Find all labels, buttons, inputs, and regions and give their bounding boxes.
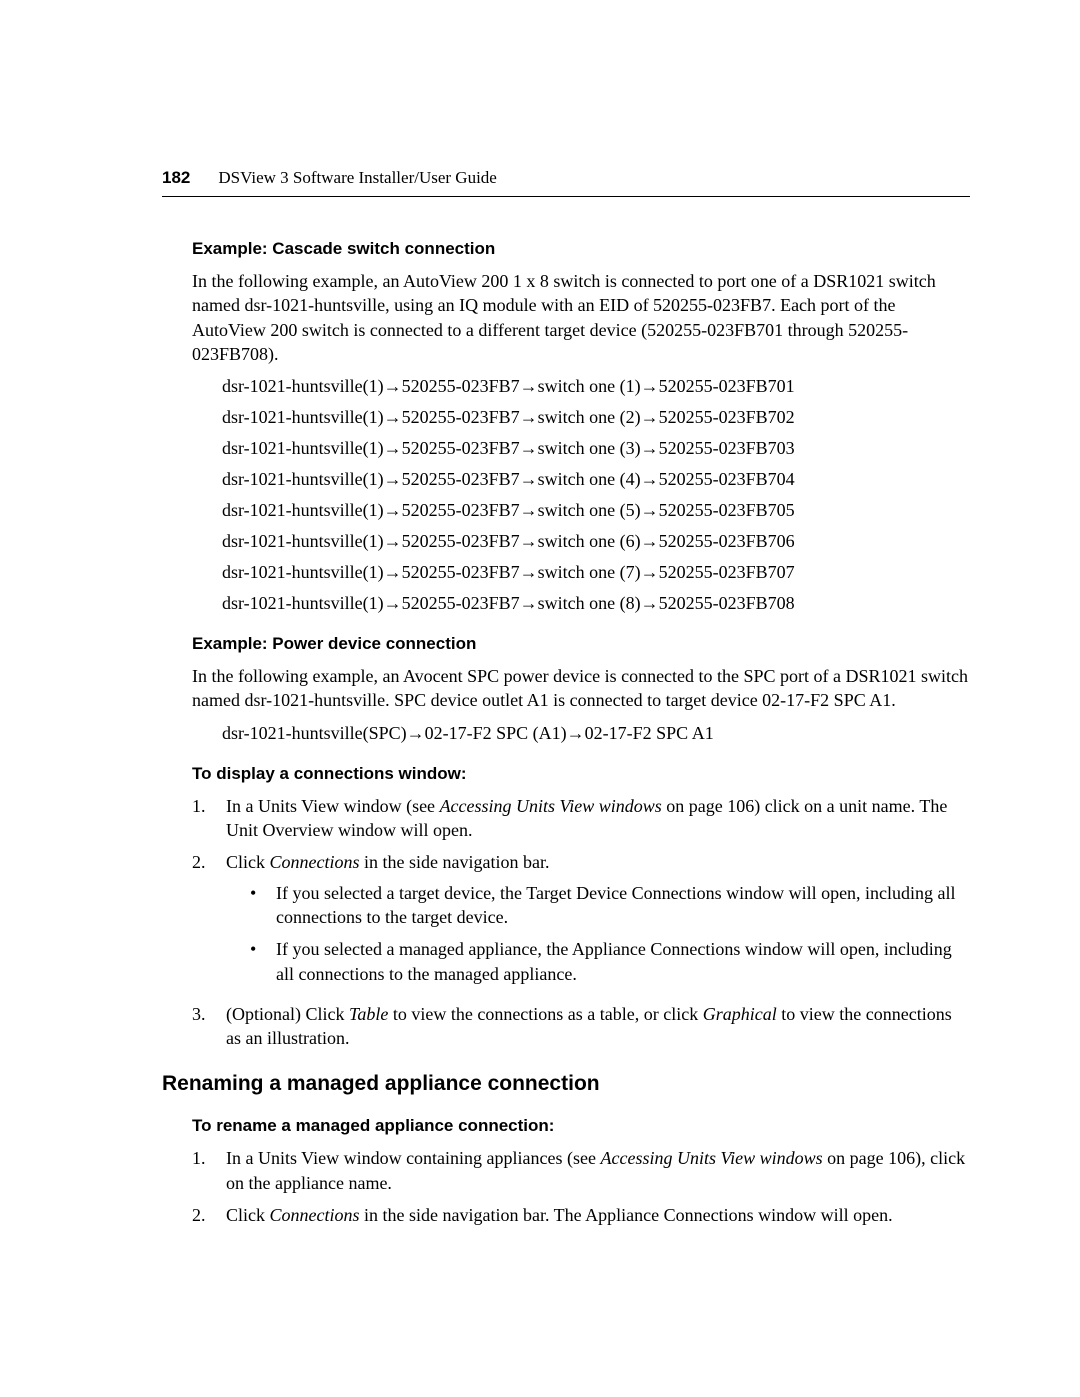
rename-steps: In a Units View window containing applia… (192, 1146, 970, 1227)
para-cascade-intro: In the following example, an AutoView 20… (192, 269, 970, 366)
cascade-line-5: dsr-1021-huntsville(1)→520255-023FB7→swi… (192, 500, 970, 521)
cascade-line-2: dsr-1021-huntsville(1)→520255-023FB7→swi… (192, 407, 970, 428)
text: Click (226, 852, 270, 872)
heading-to-rename: To rename a managed appliance connection… (192, 1116, 970, 1136)
ref-link: Accessing Units View windows (440, 796, 662, 816)
ui-term: Table (349, 1004, 388, 1024)
cascade-line-7: dsr-1021-huntsville(1)→520255-023FB7→swi… (192, 562, 970, 583)
ui-term: Connections (270, 1205, 360, 1225)
text: in the side navigation bar. The Applianc… (360, 1205, 893, 1225)
cascade-line-4: dsr-1021-huntsville(1)→520255-023FB7→swi… (192, 469, 970, 490)
text: In a Units View window containing applia… (226, 1148, 601, 1168)
page-number: 182 (162, 168, 218, 188)
para-power-intro: In the following example, an Avocent SPC… (192, 664, 970, 713)
ui-term: Graphical (703, 1004, 777, 1024)
step-3: (Optional) Click Table to view the conne… (192, 1002, 970, 1051)
cascade-line-1: dsr-1021-huntsville(1)→520255-023FB7→swi… (192, 376, 970, 397)
ref-link: Accessing Units View windows (601, 1148, 823, 1168)
step-2: Click Connections in the side navigation… (192, 850, 970, 993)
bullet-target-device: If you selected a target device, the Tar… (226, 881, 970, 930)
heading-power: Example: Power device connection (192, 634, 970, 654)
rename-step-1: In a Units View window containing applia… (192, 1146, 970, 1195)
rename-step-2: Click Connections in the side navigation… (192, 1203, 970, 1227)
text: to view the connections as a table, or c… (388, 1004, 702, 1024)
cascade-line-8: dsr-1021-huntsville(1)→520255-023FB7→swi… (192, 593, 970, 614)
page: 182 DSView 3 Software Installer/User Gui… (0, 0, 1080, 1335)
heading-cascade: Example: Cascade switch connection (192, 239, 970, 259)
page-content: Example: Cascade switch connection In th… (162, 239, 970, 1227)
doc-title: DSView 3 Software Installer/User Guide (218, 168, 496, 188)
power-line: dsr-1021-huntsville(SPC)→02-17-F2 SPC (A… (192, 723, 970, 744)
text: in the side navigation bar. (360, 852, 550, 872)
cascade-line-3: dsr-1021-huntsville(1)→520255-023FB7→swi… (192, 438, 970, 459)
heading-display-conn: To display a connections window: (192, 764, 970, 784)
page-header: 182 DSView 3 Software Installer/User Gui… (162, 168, 970, 197)
step-1: In a Units View window (see Accessing Un… (192, 794, 970, 843)
ui-term: Connections (270, 852, 360, 872)
cascade-line-6: dsr-1021-huntsville(1)→520255-023FB7→swi… (192, 531, 970, 552)
step-2-sublist: If you selected a target device, the Tar… (226, 881, 970, 986)
display-conn-steps: In a Units View window (see Accessing Un… (192, 794, 970, 1051)
text: (Optional) Click (226, 1004, 349, 1024)
text: In a Units View window (see (226, 796, 440, 816)
text: Click (226, 1205, 270, 1225)
heading-renaming: Renaming a managed appliance connection (162, 1072, 970, 1096)
bullet-managed-appliance: If you selected a managed appliance, the… (226, 937, 970, 986)
